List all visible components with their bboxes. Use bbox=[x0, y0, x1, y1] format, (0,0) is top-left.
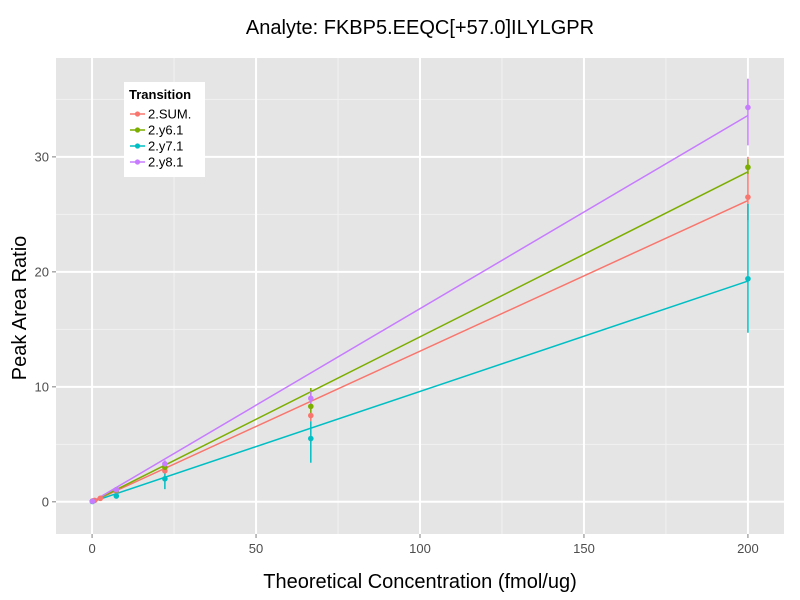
legend-key-point bbox=[134, 143, 141, 149]
fit-line-2-y6-1 bbox=[91, 171, 749, 503]
data-point-2-sum bbox=[745, 194, 751, 200]
fit-line-2-sum bbox=[91, 199, 749, 503]
x-tick-label: 50 bbox=[249, 541, 263, 556]
data-point-2-y7-1 bbox=[308, 435, 314, 442]
x-axis-label: Theoretical Concentration (fmol/ug) bbox=[263, 571, 576, 593]
legend-item-2-y6-1: 2.y6.1 bbox=[130, 123, 183, 138]
y-axis-label: Peak Area Ratio bbox=[9, 236, 31, 381]
legend-label: 2.y8.1 bbox=[148, 155, 183, 170]
data-point-2-y6-1 bbox=[308, 403, 314, 410]
x-tick-label: 100 bbox=[409, 541, 431, 556]
data-point-2-sum bbox=[97, 495, 104, 502]
y-tick-label: 10 bbox=[35, 379, 49, 394]
data-point-2-y7-1 bbox=[113, 493, 120, 499]
x-tick-label: 200 bbox=[737, 541, 759, 556]
legend: Transition 2.SUM.2.y6.12.y7.12.y8.1 bbox=[124, 82, 205, 177]
chart-title: Analyte: FKBP5.EEQC[+57.0]ILYLGPR bbox=[246, 17, 594, 39]
fit-line-2-y7-1 bbox=[91, 280, 749, 503]
legend-label: 2.y6.1 bbox=[148, 123, 183, 138]
y-tick-label: 20 bbox=[35, 264, 49, 279]
data-point-2-y7-1 bbox=[162, 476, 168, 482]
data-point-2-y6-1 bbox=[745, 164, 751, 171]
legend-key-point bbox=[134, 127, 141, 133]
legend-items: 2.SUM.2.y6.12.y7.12.y8.1 bbox=[130, 107, 191, 170]
data-point-2-y8-1 bbox=[89, 498, 96, 505]
fit-lines bbox=[91, 114, 749, 503]
data-point-2-sum bbox=[308, 412, 314, 419]
legend-item-2-sum: 2.SUM. bbox=[130, 107, 191, 122]
legend-key-point bbox=[134, 159, 141, 165]
data-point-2-y8-1 bbox=[113, 486, 120, 493]
legend-label: 2.y7.1 bbox=[148, 139, 183, 154]
x-tick-label: 0 bbox=[88, 541, 95, 556]
fit-line-2-y8-1 bbox=[91, 114, 749, 503]
x-tick-label: 150 bbox=[573, 541, 595, 556]
legend-title: Transition bbox=[129, 87, 191, 102]
data-points bbox=[89, 104, 751, 505]
legend-key-point bbox=[134, 111, 141, 117]
legend-item-2-y7-1: 2.y7.1 bbox=[130, 139, 183, 154]
data-point-2-y8-1 bbox=[308, 395, 314, 402]
legend-label: 2.SUM. bbox=[148, 107, 191, 122]
axis-ticks: 0 50 100 150 200 0 10 20 30 bbox=[35, 149, 759, 556]
y-tick-label: 0 bbox=[42, 494, 49, 509]
legend-item-2-y8-1: 2.y8.1 bbox=[130, 155, 183, 170]
data-point-2-y8-1 bbox=[162, 461, 168, 467]
data-point-2-y8-1 bbox=[745, 104, 751, 111]
y-tick-label: 30 bbox=[35, 149, 49, 164]
data-point-2-y7-1 bbox=[745, 275, 751, 282]
